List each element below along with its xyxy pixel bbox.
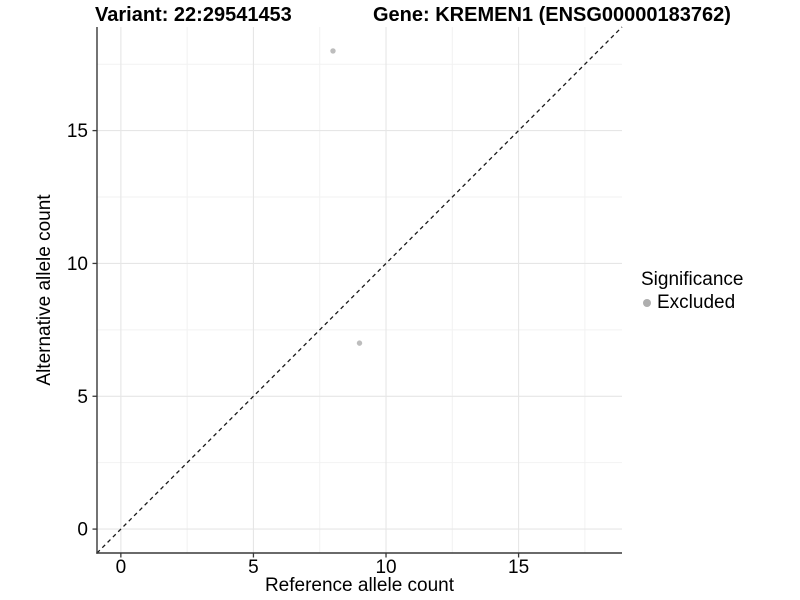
y-tick-label: 5 — [77, 387, 88, 408]
x-tick-label: 15 — [508, 557, 529, 578]
legend: Significance Excluded — [641, 269, 743, 314]
x-tick-label: 0 — [116, 557, 127, 578]
legend-point-marker — [643, 299, 651, 307]
legend-item-label: Excluded — [657, 292, 736, 313]
plot-title-gene: Gene: KREMEN1 (ENSG00000183762) — [373, 4, 731, 26]
data-point — [330, 48, 336, 54]
legend-item-excluded: Excluded — [641, 292, 743, 314]
x-tick-label: 10 — [375, 557, 396, 578]
identity-reference-line — [96, 26, 623, 554]
y-axis-title: Alternative allele count — [34, 194, 55, 386]
y-tick-label: 15 — [67, 121, 88, 142]
data-point — [356, 340, 363, 346]
legend-title: Significance — [641, 269, 744, 290]
x-axis-title: Reference allele count — [264, 575, 455, 596]
plot-title-variant: Variant: 22:29541453 — [95, 4, 292, 26]
y-tick-label: 0 — [77, 520, 88, 541]
y-tick-label: 10 — [67, 254, 88, 275]
x-tick-label: 5 — [248, 557, 259, 578]
